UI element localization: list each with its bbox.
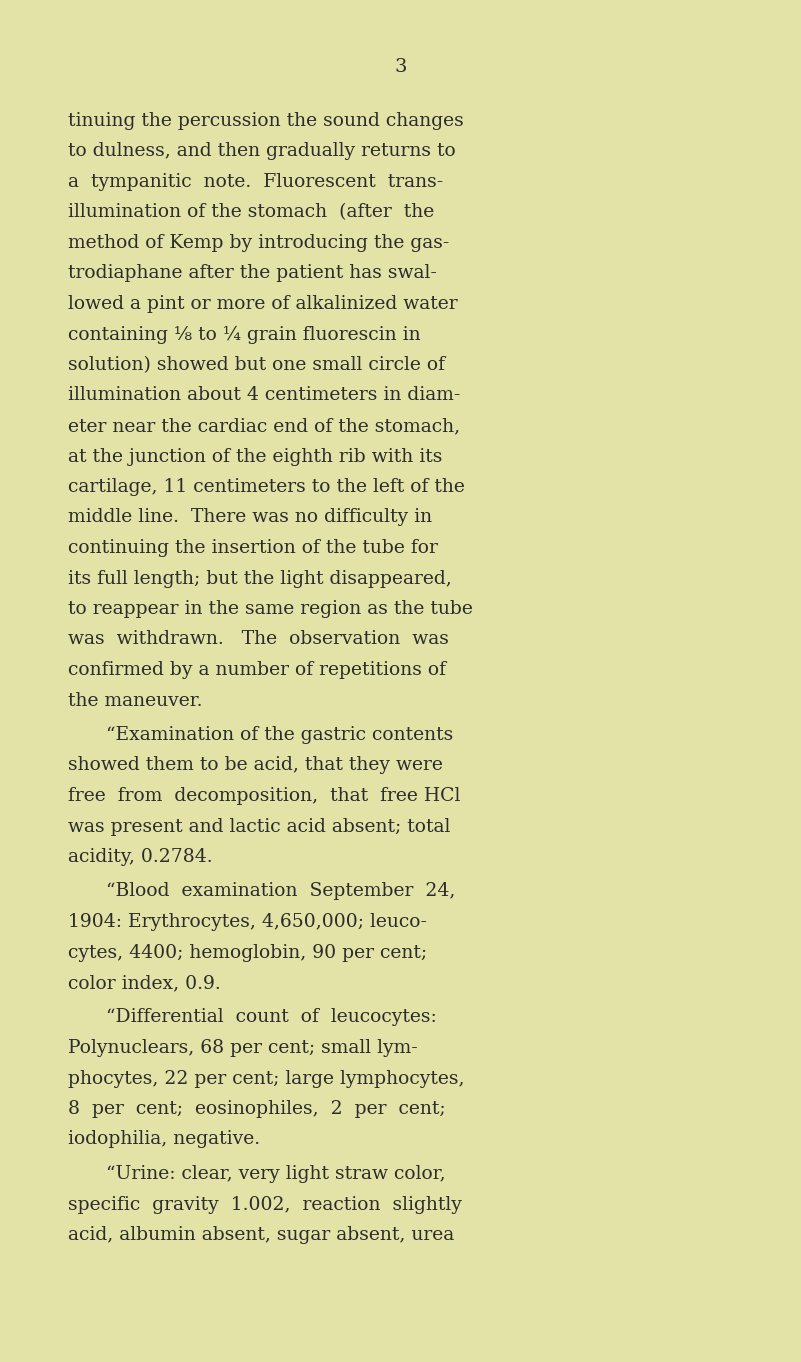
Text: its full length; but the light disappeared,: its full length; but the light disappear…	[68, 569, 452, 587]
Text: a  tympanitic  note.  Fluorescent  trans-: a tympanitic note. Fluorescent trans-	[68, 173, 443, 191]
Text: specific  gravity  1.002,  reaction  slightly: specific gravity 1.002, reaction slightl…	[68, 1196, 462, 1214]
Text: was  withdrawn.   The  observation  was: was withdrawn. The observation was	[68, 631, 449, 648]
Text: the maneuver.: the maneuver.	[68, 692, 203, 710]
Text: illumination about 4 centimeters in diam-: illumination about 4 centimeters in diam…	[68, 387, 461, 405]
Text: free  from  decomposition,  that  free HCl: free from decomposition, that free HCl	[68, 787, 461, 805]
Text: 8  per  cent;  eosinophiles,  2  per  cent;: 8 per cent; eosinophiles, 2 per cent;	[68, 1100, 445, 1118]
Text: middle line.  There was no difficulty in: middle line. There was no difficulty in	[68, 508, 432, 527]
Text: 3: 3	[394, 59, 407, 76]
Text: showed them to be acid, that they were: showed them to be acid, that they were	[68, 756, 443, 775]
Text: phocytes, 22 per cent; large lymphocytes,: phocytes, 22 per cent; large lymphocytes…	[68, 1069, 465, 1087]
Text: acidity, 0.2784.: acidity, 0.2784.	[68, 849, 212, 866]
Text: tinuing the percussion the sound changes: tinuing the percussion the sound changes	[68, 112, 464, 129]
Text: acid, albumin absent, sugar absent, urea: acid, albumin absent, sugar absent, urea	[68, 1226, 454, 1244]
Text: lowed a pint or more of alkalinized water: lowed a pint or more of alkalinized wate…	[68, 296, 457, 313]
Text: illumination of the stomach  (after  the: illumination of the stomach (after the	[68, 203, 434, 222]
Text: at the junction of the eighth rib with its: at the junction of the eighth rib with i…	[68, 448, 442, 466]
Text: cytes, 4400; hemoglobin, 90 per cent;: cytes, 4400; hemoglobin, 90 per cent;	[68, 944, 427, 962]
Text: trodiaphane after the patient has swal-: trodiaphane after the patient has swal-	[68, 264, 437, 282]
Text: Polynuclears, 68 per cent; small lym-: Polynuclears, 68 per cent; small lym-	[68, 1039, 418, 1057]
Text: to dulness, and then gradually returns to: to dulness, and then gradually returns t…	[68, 143, 456, 161]
Text: method of Kemp by introducing the gas-: method of Kemp by introducing the gas-	[68, 234, 449, 252]
Text: to reappear in the same region as the tube: to reappear in the same region as the tu…	[68, 601, 473, 618]
Text: “Blood  examination  September  24,: “Blood examination September 24,	[106, 883, 456, 900]
Text: cartilage, 11 centimeters to the left of the: cartilage, 11 centimeters to the left of…	[68, 478, 465, 496]
Text: containing ⅛ to ¼ grain fluorescin in: containing ⅛ to ¼ grain fluorescin in	[68, 326, 421, 343]
Text: “Differential  count  of  leucocytes:: “Differential count of leucocytes:	[106, 1008, 437, 1027]
Text: 1904: Erythrocytes, 4,650,000; leuco-: 1904: Erythrocytes, 4,650,000; leuco-	[68, 913, 427, 932]
Text: iodophilia, negative.: iodophilia, negative.	[68, 1130, 260, 1148]
Text: eter near the cardiac end of the stomach,: eter near the cardiac end of the stomach…	[68, 417, 460, 434]
Text: “Urine: clear, very light straw color,: “Urine: clear, very light straw color,	[106, 1165, 445, 1184]
Text: was present and lactic acid absent; total: was present and lactic acid absent; tota…	[68, 817, 450, 835]
Text: solution) showed but one small circle of: solution) showed but one small circle of	[68, 355, 445, 375]
Text: continuing the insertion of the tube for: continuing the insertion of the tube for	[68, 539, 438, 557]
Text: “Examination of the gastric contents: “Examination of the gastric contents	[106, 726, 453, 744]
Text: color index, 0.9.: color index, 0.9.	[68, 974, 221, 992]
Text: confirmed by a number of repetitions of: confirmed by a number of repetitions of	[68, 661, 446, 680]
